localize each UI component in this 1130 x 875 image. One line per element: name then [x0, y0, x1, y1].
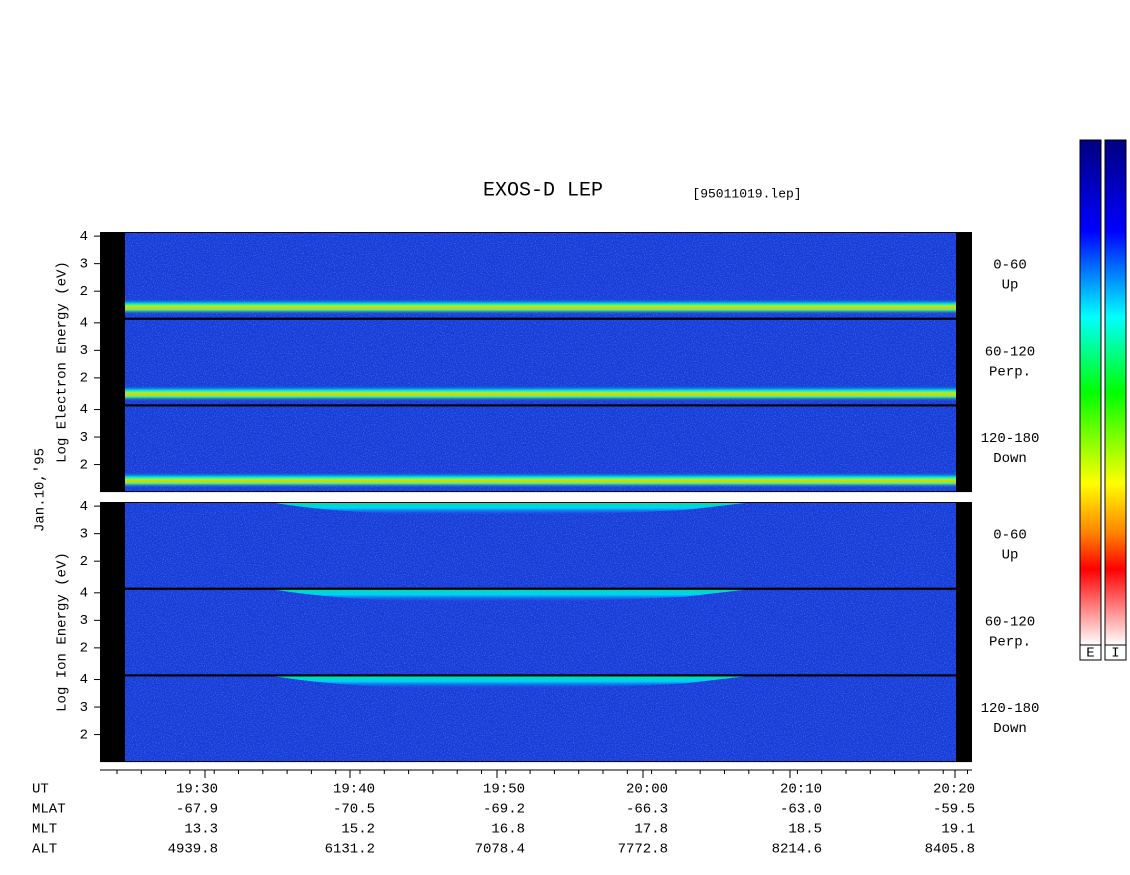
- y-tick-label: 4: [80, 316, 88, 332]
- orbit-value: 16.8: [491, 822, 525, 838]
- panel-angle: 60-120: [985, 344, 1035, 360]
- electron-band: [125, 472, 956, 489]
- y-tick-label: 2: [80, 457, 88, 473]
- orbit-value: -69.2: [483, 802, 525, 818]
- panel-angle: 0-60: [993, 258, 1027, 274]
- electron-band: [125, 298, 956, 315]
- panel-angle: 60-120: [985, 614, 1035, 630]
- orbit-value: 13.3: [184, 822, 218, 838]
- x-tick-label: 19:50: [483, 782, 525, 798]
- orbit-value: -63.0: [780, 802, 822, 818]
- y-tick-label: 4: [80, 402, 88, 418]
- electron-band: [125, 385, 956, 402]
- x-tick-label: 19:40: [333, 782, 375, 798]
- ion-band: [275, 589, 745, 603]
- colorbar: [1079, 139, 1102, 646]
- y-tick-label: 4: [80, 229, 88, 245]
- x-tick-label: 20:10: [780, 782, 822, 798]
- colorbar-label: E: [1086, 646, 1094, 662]
- y-tick-label: 3: [80, 343, 88, 359]
- colorbar-label: I: [1111, 646, 1119, 662]
- y-tick-label: 2: [80, 554, 88, 570]
- y-tick-label: 3: [80, 700, 88, 716]
- y-tick-label: 2: [80, 641, 88, 657]
- y-tick-label: 4: [80, 586, 88, 602]
- y-tick-label: 2: [80, 284, 88, 300]
- orbit-value: 18.5: [788, 822, 822, 838]
- date-label: Jan.10,'95: [33, 448, 49, 532]
- y-tick-label: 3: [80, 430, 88, 446]
- orbit-value: 7772.8: [618, 842, 668, 858]
- ion-band: [275, 503, 745, 516]
- y-axis-label: Log Ion Energy (eV): [55, 552, 71, 712]
- orbit-value: 7078.4: [475, 842, 525, 858]
- spectrogram-noise: [125, 676, 956, 762]
- y-axis-label: Log Electron Energy (eV): [55, 261, 71, 463]
- orbit-name: MLT: [32, 822, 57, 838]
- panel-angle: 0-60: [993, 528, 1027, 544]
- y-tick-label: 3: [80, 613, 88, 629]
- subtitle: [95011019.lep]: [692, 186, 801, 201]
- panel-direction: Down: [993, 721, 1027, 737]
- colorbar: [1104, 139, 1127, 646]
- orbit-value: 4939.8: [168, 842, 218, 858]
- panel-direction: Perp.: [989, 364, 1031, 380]
- colorbar-label-box: [1104, 644, 1127, 661]
- orbit-value: -70.5: [333, 802, 375, 818]
- spectrogram-noise: [125, 589, 956, 675]
- panel-angle: 120-180: [981, 701, 1040, 717]
- ion-band: [275, 676, 745, 689]
- panel-direction: Perp.: [989, 634, 1031, 650]
- y-tick-label: 3: [80, 256, 88, 272]
- orbit-value: -59.5: [933, 802, 975, 818]
- orbit-value: 17.8: [634, 822, 668, 838]
- orbit-value: 8214.6: [772, 842, 822, 858]
- x-tick-label: 20:20: [933, 782, 975, 798]
- y-tick-label: 4: [80, 672, 88, 688]
- orbit-name: ALT: [32, 842, 57, 858]
- colorbar-label-box: [1079, 644, 1102, 661]
- orbit-value: 19.1: [941, 822, 975, 838]
- orbit-value: -67.9: [176, 802, 218, 818]
- orbit-value: 8405.8: [925, 842, 975, 858]
- x-axis-label: UT: [32, 782, 49, 798]
- panel-direction: Up: [1002, 278, 1019, 294]
- y-tick-label: 4: [80, 499, 88, 515]
- y-tick-label: 3: [80, 526, 88, 542]
- panel-angle: 120-180: [981, 431, 1040, 447]
- y-tick-label: 2: [80, 371, 88, 387]
- spectrogram-noise: [125, 503, 956, 588]
- orbit-value: -66.3: [626, 802, 668, 818]
- panel-direction: Up: [1002, 548, 1019, 564]
- orbit-value: 15.2: [341, 822, 375, 838]
- y-tick-label: 2: [80, 727, 88, 743]
- x-tick-label: 19:30: [176, 782, 218, 798]
- x-tick-label: 20:00: [626, 782, 668, 798]
- title: EXOS-D LEP: [483, 179, 603, 202]
- orbit-value: 6131.2: [325, 842, 375, 858]
- panel-direction: Down: [993, 451, 1027, 467]
- orbit-name: MLAT: [32, 802, 66, 818]
